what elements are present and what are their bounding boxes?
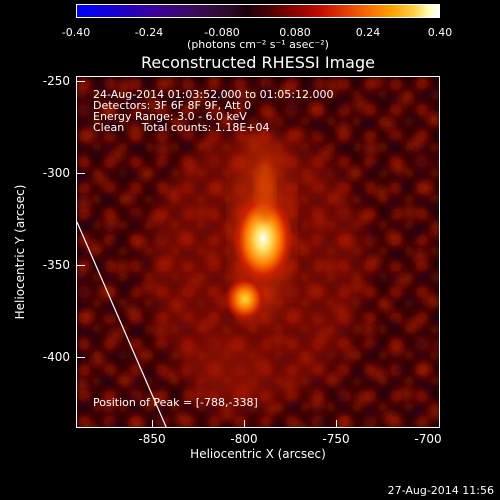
x-tick-mark [152,420,153,428]
solar-image [77,77,439,427]
colorbar-tick: -0.40 [61,26,91,39]
colorbar-units: (photons cm⁻² s⁻¹ asec⁻²) [187,38,329,51]
colorbar-tick: 0.24 [355,26,381,39]
info-peak-position: Position of Peak = [-788,-338] [93,396,258,409]
x-tick-mark [336,420,337,428]
x-tick-label: -800 [230,432,258,446]
x-axis-label: Heliocentric X (arcsec) [190,447,326,461]
colorbar-tick: 0.40 [427,26,453,39]
plot-title: Reconstructed RHESSI Image [141,53,375,72]
y-tick-label: -300 [42,166,70,180]
colorbar-tick: -0.24 [134,26,164,39]
info-detectors: Detectors: 3F 6F 8F 9F, Att 0 [93,99,252,112]
y-tick-label: -400 [42,350,70,364]
y-tick-mark [77,173,85,174]
x-tick-label: -700 [414,432,442,446]
footer-timestamp: 27-Aug-2014 11:56 [387,484,494,497]
y-axis-label: Heliocentric Y (arcsec) [13,184,27,320]
info-energy-range: Energy Range: 3.0 - 6.0 keV [93,110,247,123]
solar-image-plot: 24-Aug-2014 01:03:52.000 to 01:05:12.000… [76,76,440,428]
y-tick-mark [77,265,85,266]
y-tick-mark [77,357,85,358]
x-tick-mark [244,420,245,428]
colorbar-tick: 0.080 [279,26,311,39]
solar-limb-line [77,221,167,427]
y-tick-mark [77,81,85,82]
colorbar-tick: -0.080 [204,26,240,39]
colorbar [76,4,440,18]
info-time-range: 24-Aug-2014 01:03:52.000 to 01:05:12.000 [93,88,334,101]
x-tick-label: -850 [138,432,166,446]
info-clean-counts: Clean Total counts: 1.18E+04 [93,121,270,134]
y-tick-label: -250 [42,74,70,88]
x-tick-label: -750 [322,432,350,446]
y-tick-label: -350 [42,258,70,272]
